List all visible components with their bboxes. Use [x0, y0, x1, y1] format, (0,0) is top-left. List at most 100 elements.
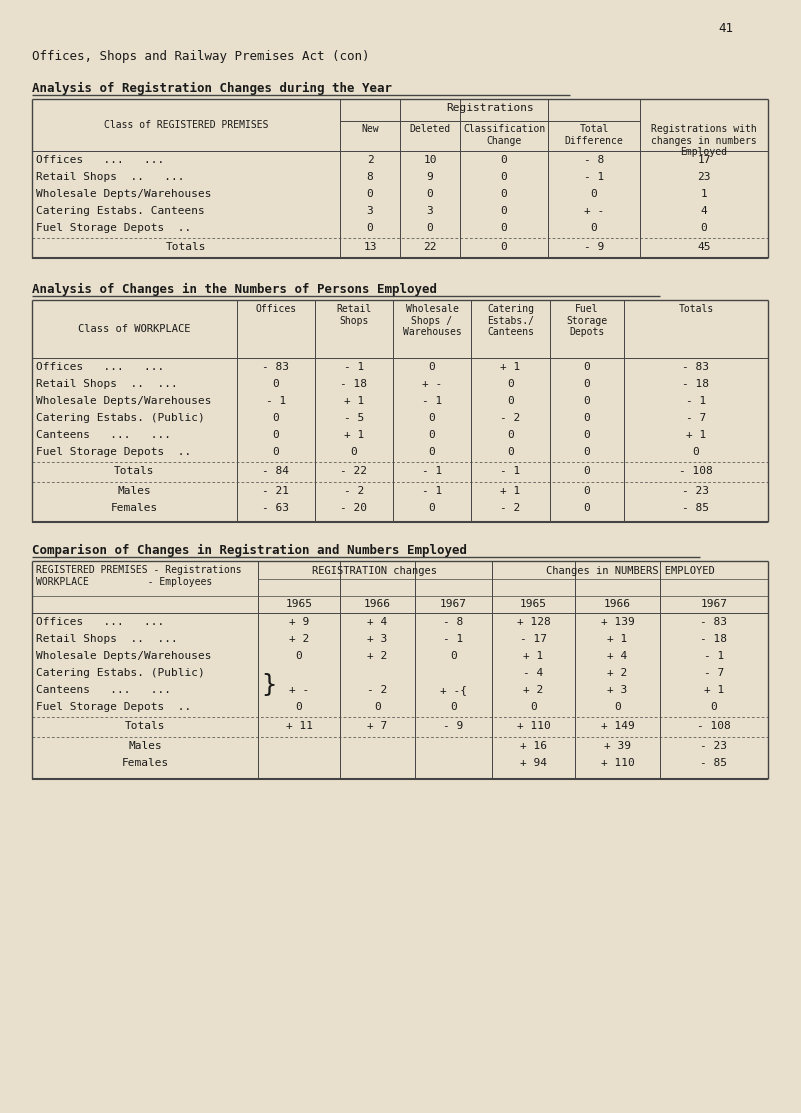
Text: - 23: - 23: [682, 486, 710, 496]
Text: Registrations: Registrations: [446, 104, 534, 114]
Text: 0: 0: [450, 702, 457, 712]
Text: 0: 0: [693, 447, 699, 457]
Text: + 3: + 3: [607, 684, 628, 695]
Text: + 128: + 128: [517, 617, 550, 627]
Text: - 21: - 21: [263, 486, 289, 496]
Text: Retail Shops  ..   ...: Retail Shops .. ...: [36, 173, 184, 183]
Text: 0: 0: [272, 413, 280, 423]
Text: Retail
Shops: Retail Shops: [336, 304, 372, 326]
Text: Wholesale Depts/Warehouses: Wholesale Depts/Warehouses: [36, 651, 211, 661]
Text: Analysis of Changes in the Numbers of Persons Employed: Analysis of Changes in the Numbers of Pe…: [32, 283, 437, 296]
Text: - 2: - 2: [344, 486, 364, 496]
Text: - 4: - 4: [523, 668, 544, 678]
Text: 13: 13: [363, 242, 376, 252]
Text: + 2: + 2: [368, 651, 388, 661]
Text: - 84: - 84: [263, 466, 289, 476]
Text: 4: 4: [701, 206, 707, 216]
Text: + 1: + 1: [686, 430, 706, 440]
Text: + 11: + 11: [285, 721, 312, 731]
Text: Classification
Change: Classification Change: [463, 124, 545, 146]
Text: Wholesale Depts/Warehouses: Wholesale Depts/Warehouses: [36, 189, 211, 199]
Text: - 85: - 85: [682, 503, 710, 513]
Text: 0: 0: [584, 380, 590, 390]
Text: Deleted: Deleted: [409, 124, 450, 134]
Text: New: New: [361, 124, 379, 134]
Text: 0: 0: [584, 503, 590, 513]
Text: - 1: - 1: [686, 396, 706, 406]
Text: Offices: Offices: [256, 304, 296, 314]
Text: 41: 41: [718, 22, 733, 35]
Text: + 94: + 94: [520, 758, 547, 768]
Text: - 2: - 2: [368, 684, 388, 695]
Text: Changes in NUMBERS EMPLOYED: Changes in NUMBERS EMPLOYED: [545, 567, 714, 577]
Text: - 85: - 85: [701, 758, 727, 768]
Text: + 1: + 1: [344, 430, 364, 440]
Text: - 9: - 9: [584, 242, 604, 252]
Text: 0: 0: [429, 503, 436, 513]
Text: + 1: + 1: [501, 362, 521, 372]
Text: REGISTERED PREMISES - Registrations
WORKPLACE          - Employees: REGISTERED PREMISES - Registrations WORK…: [36, 565, 242, 587]
Text: + 139: + 139: [601, 617, 634, 627]
Text: 1965: 1965: [520, 599, 547, 609]
Text: - 1: - 1: [344, 362, 364, 372]
Text: + 2: + 2: [607, 668, 628, 678]
Text: Males: Males: [128, 741, 162, 751]
Text: Registrations with
changes in numbers
Employed: Registrations with changes in numbers Em…: [651, 124, 757, 157]
Text: Comparison of Changes in Registration and Numbers Employed: Comparison of Changes in Registration an…: [32, 544, 467, 558]
Text: - 18: - 18: [701, 634, 727, 644]
Text: Totals: Totals: [678, 304, 714, 314]
Text: 0: 0: [590, 189, 598, 199]
Text: 22: 22: [423, 242, 437, 252]
Text: 0: 0: [530, 702, 537, 712]
Text: - 17: - 17: [520, 634, 547, 644]
Text: 1965: 1965: [285, 599, 312, 609]
Text: Females: Females: [111, 503, 158, 513]
Text: Offices   ...   ...: Offices ... ...: [36, 155, 164, 165]
Text: - 108: - 108: [679, 466, 713, 476]
Text: - 22: - 22: [340, 466, 368, 476]
Text: + -: + -: [289, 684, 309, 695]
Text: 0: 0: [507, 396, 514, 406]
Text: Fuel Storage Depots  ..: Fuel Storage Depots ..: [36, 702, 191, 712]
Text: - 1: - 1: [422, 396, 442, 406]
Text: 0: 0: [584, 430, 590, 440]
Text: + 110: + 110: [601, 758, 634, 768]
Text: 0: 0: [296, 702, 302, 712]
Text: - 23: - 23: [701, 741, 727, 751]
Text: 0: 0: [374, 702, 380, 712]
Text: + 16: + 16: [520, 741, 547, 751]
Text: 3: 3: [367, 206, 373, 216]
Text: - 83: - 83: [263, 362, 289, 372]
Text: 0: 0: [501, 155, 507, 165]
Text: - 8: - 8: [444, 617, 464, 627]
Text: - 1: - 1: [422, 466, 442, 476]
Text: Males: Males: [118, 486, 151, 496]
Text: - 7: - 7: [686, 413, 706, 423]
Text: - 2: - 2: [501, 413, 521, 423]
Text: - 1: - 1: [422, 486, 442, 496]
Text: 1967: 1967: [701, 599, 727, 609]
Text: + 2: + 2: [523, 684, 544, 695]
Text: 0: 0: [507, 447, 514, 457]
Text: - 8: - 8: [584, 155, 604, 165]
Text: Catering Estabs. (Public): Catering Estabs. (Public): [36, 668, 205, 678]
Text: 3: 3: [427, 206, 433, 216]
Text: + 1: + 1: [704, 684, 724, 695]
Text: + 1: + 1: [523, 651, 544, 661]
Text: Totals: Totals: [166, 242, 206, 252]
Text: 45: 45: [697, 242, 710, 252]
Text: 1966: 1966: [604, 599, 631, 609]
Text: - 9: - 9: [444, 721, 464, 731]
Text: 0: 0: [501, 189, 507, 199]
Text: 0: 0: [507, 430, 514, 440]
Text: 0: 0: [427, 189, 433, 199]
Text: Offices   ...   ...: Offices ... ...: [36, 617, 164, 627]
Text: + 110: + 110: [517, 721, 550, 731]
Text: Offices   ...   ...: Offices ... ...: [36, 362, 164, 372]
Text: 0: 0: [590, 223, 598, 233]
Text: + 1: + 1: [344, 396, 364, 406]
Text: 0: 0: [429, 413, 436, 423]
Text: 0: 0: [710, 702, 718, 712]
Text: - 83: - 83: [701, 617, 727, 627]
Text: Fuel Storage Depots  ..: Fuel Storage Depots ..: [36, 447, 191, 457]
